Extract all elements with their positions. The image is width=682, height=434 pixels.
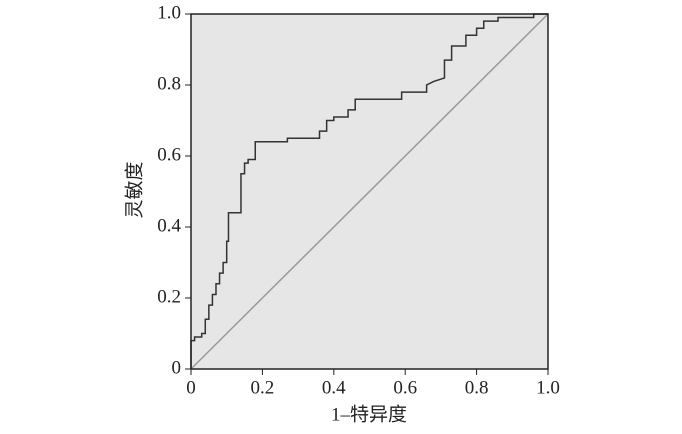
y-tick-label: 0.6: [157, 144, 181, 165]
y-tick-label: 0.8: [157, 73, 181, 94]
roc-line: [190, 13, 548, 369]
x-tick-label: 0.6: [393, 377, 417, 398]
x-tick-label: 0: [186, 377, 196, 398]
roc-line: [190, 13, 549, 370]
plot-frame: [190, 13, 549, 370]
y-tick-label: 0: [172, 357, 182, 378]
y-axis-label: 灵敏度: [123, 161, 145, 218]
y-tick-label: 0.2: [157, 286, 181, 307]
x-tick-label: 0.8: [465, 377, 489, 398]
y-tick-label: 0.4: [157, 215, 181, 236]
x-axis-label: 1–特异度: [331, 403, 407, 425]
x-tick-label: 0.2: [251, 377, 275, 398]
y-tick-label: 1.0: [157, 2, 181, 23]
x-tick-label: 1.0: [536, 377, 560, 398]
x-tick-label: 0.4: [322, 377, 346, 398]
